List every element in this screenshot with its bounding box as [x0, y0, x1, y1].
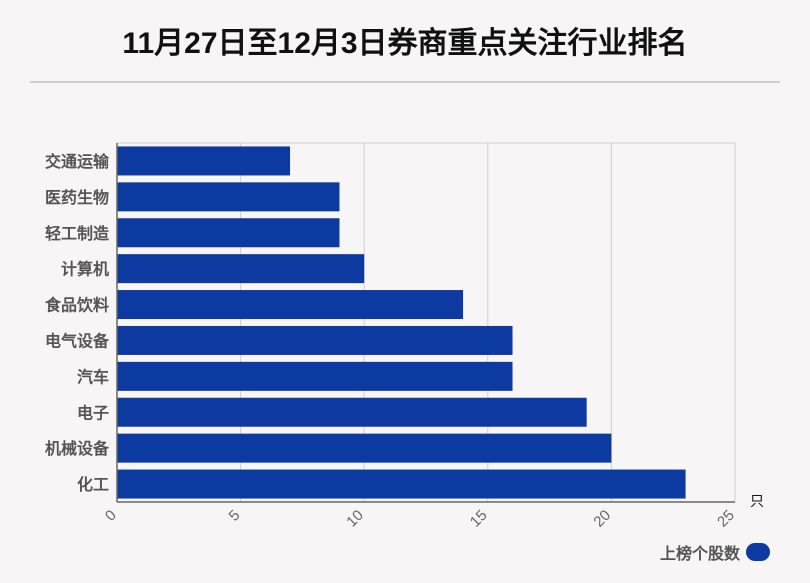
x-unit-label: 只: [750, 493, 764, 509]
x-tick-label: 25: [714, 507, 738, 531]
legend-swatch: [746, 543, 770, 561]
x-tick-label: 0: [102, 507, 120, 525]
chart-title: 11月27日至12月3日券商重点关注行业排名: [122, 27, 688, 60]
legend: 上榜个股数: [660, 540, 770, 564]
bar: [117, 182, 340, 212]
bar: [117, 433, 612, 463]
title-divider: [30, 81, 780, 83]
category-label: 电气设备: [45, 331, 110, 350]
bar: [117, 397, 587, 427]
category-label: 交通运输: [45, 152, 110, 171]
category-label: 电子: [77, 403, 109, 422]
category-label: 医药生物: [45, 188, 109, 207]
bar: [117, 290, 464, 320]
bar: [117, 469, 686, 499]
category-label: 汽车: [77, 367, 109, 386]
category-label: 计算机: [61, 260, 109, 279]
x-tick-label: 20: [590, 507, 614, 531]
bar: [117, 146, 291, 176]
bar: [117, 361, 513, 391]
x-tick-label: 5: [226, 507, 244, 525]
category-label: 机械设备: [45, 439, 110, 458]
bar: [117, 325, 513, 355]
category-label: 食品饮料: [44, 296, 109, 315]
category-label: 轻工制造: [45, 224, 110, 243]
x-tick-label: 10: [343, 507, 367, 531]
bar: [117, 218, 340, 248]
bar: [117, 254, 365, 284]
legend-label: 上榜个股数: [659, 546, 740, 563]
x-tick-label: 15: [467, 507, 491, 531]
category-label: 化工: [77, 475, 109, 494]
